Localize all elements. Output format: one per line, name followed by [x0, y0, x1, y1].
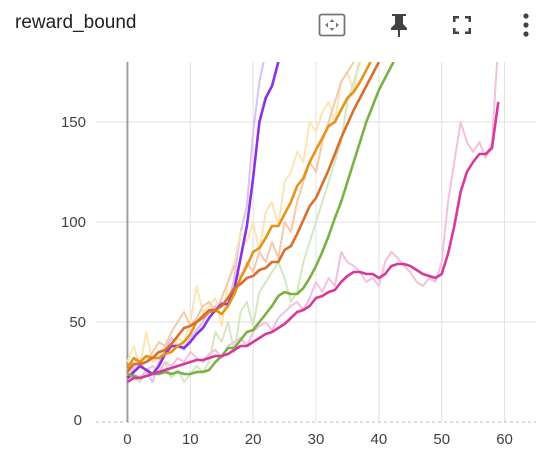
smoothed-series-group — [126, 42, 500, 384]
series-smoothed-line-1[interactable] — [126, 42, 284, 379]
more-vertical-icon — [523, 13, 529, 37]
x-tick-label: 30 — [308, 431, 325, 448]
x-tick-label: 50 — [433, 431, 450, 448]
fit-to-data-button[interactable] — [317, 10, 347, 40]
x-tick-label: 40 — [371, 431, 388, 448]
series-smoothed-line-5[interactable] — [126, 101, 500, 384]
y-tick-label-zero: 0 — [74, 412, 82, 429]
fit-to-data-icon — [318, 13, 346, 37]
x-tick-label: 60 — [496, 431, 513, 448]
chart-title: reward_bound — [15, 12, 137, 33]
y-tick-labels: 50 100 150 0 — [61, 114, 86, 429]
x-tick-labels: 0 10 20 30 40 50 60 — [123, 431, 513, 448]
series-raw-line-4 — [126, 62, 362, 383]
pin-button[interactable] — [384, 10, 414, 40]
series-raw-line-3 — [126, 62, 355, 373]
series-raw-line-1 — [126, 62, 265, 383]
x-tick-label: 0 — [123, 431, 131, 448]
y-tick-label: 150 — [61, 114, 86, 131]
raw-series-group — [126, 62, 499, 383]
fullscreen-icon — [453, 16, 471, 34]
x-tick-label: 10 — [182, 431, 199, 448]
y-tick-label: 50 — [69, 314, 86, 331]
series-smoothed-line-3[interactable] — [126, 62, 381, 373]
series-smoothed-line-4[interactable] — [127, 42, 404, 380]
fullscreen-button[interactable] — [447, 10, 477, 40]
series-smoothed-line-2[interactable] — [126, 46, 379, 369]
more-options-button[interactable] — [511, 10, 541, 40]
pin-icon — [391, 14, 407, 37]
x-tick-label: 20 — [245, 431, 262, 448]
y-tick-label: 100 — [61, 214, 86, 231]
